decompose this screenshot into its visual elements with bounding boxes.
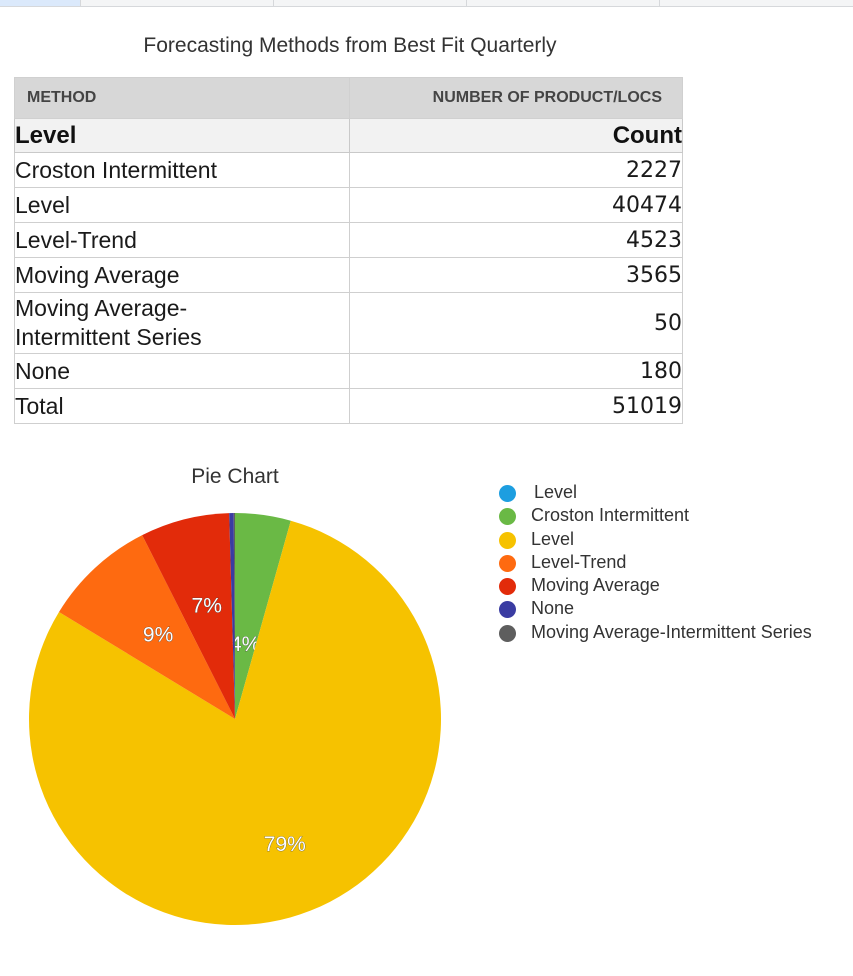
legend-label: Level-Trend xyxy=(531,551,627,572)
legend-swatch xyxy=(499,578,516,596)
pie-label: 9% xyxy=(143,623,173,646)
legend-swatch xyxy=(499,531,516,549)
page-title: Forecasting Methods from Best Fit Quarte… xyxy=(143,34,557,57)
pie-slice-croston-intermittent xyxy=(235,513,291,719)
legend-label: None xyxy=(531,598,575,619)
pie-slice-moving-average-intermittent-series xyxy=(233,513,235,719)
pie-label: 7% xyxy=(192,595,222,618)
legend-label: Croston Intermittent xyxy=(531,505,690,526)
legend-label: Moving Average-Intermittent Series xyxy=(531,621,812,642)
tab-strip xyxy=(0,0,853,7)
row-name-line-2: Intermittent Series xyxy=(15,324,202,350)
legend-swatch xyxy=(499,508,516,526)
pie-label: 79% xyxy=(264,833,306,856)
legend-swatch xyxy=(499,624,516,642)
table-row: Moving Average 3565 xyxy=(14,257,683,293)
total-value: 51019 xyxy=(349,388,683,424)
row-value: 2227 xyxy=(349,152,683,188)
table-row: Croston Intermittent 2227 xyxy=(14,152,683,188)
row-value: 40474 xyxy=(349,187,683,223)
legend-label: Level xyxy=(531,528,575,549)
legend-swatch xyxy=(499,485,516,502)
pie-slice-moving-average xyxy=(142,513,235,719)
tab[interactable] xyxy=(466,0,660,6)
row-name: None xyxy=(14,353,350,389)
header-method: METHOD xyxy=(14,77,350,119)
row-value: 50 xyxy=(349,292,683,354)
table-subheader-row: Level Count xyxy=(14,118,683,153)
table-row: Moving Average- Intermittent Series 50 xyxy=(14,292,683,354)
tab[interactable] xyxy=(273,0,467,6)
header-count: NUMBER OF PRODUCT/LOCS xyxy=(349,77,683,119)
total-label: Total xyxy=(14,388,350,424)
tab[interactable] xyxy=(80,0,274,6)
row-name: Moving Average xyxy=(14,257,350,293)
row-value: 3565 xyxy=(349,257,683,293)
tab-selected[interactable] xyxy=(0,0,81,6)
row-name: Level-Trend xyxy=(14,222,350,258)
data-table: METHOD NUMBER OF PRODUCT/LOCS Level Coun… xyxy=(14,77,683,424)
subheader-level: Level xyxy=(14,118,350,153)
row-name: Level xyxy=(14,187,350,223)
legend-label: Level xyxy=(534,482,578,502)
table-header-row: METHOD NUMBER OF PRODUCT/LOCS xyxy=(14,77,683,119)
row-value: 4523 xyxy=(349,222,683,258)
pie-slice-level-trend xyxy=(58,535,235,719)
table-total-row: Total 51019 xyxy=(14,388,683,424)
pie-slice-level xyxy=(28,520,441,925)
legend-swatch xyxy=(499,554,516,572)
pie-chart: 4% 79% 9% 7% xyxy=(28,513,441,925)
row-name-line-1: Moving Average- xyxy=(15,295,188,321)
table-row: Level 40474 xyxy=(14,187,683,223)
pie-slice-none xyxy=(229,513,235,719)
table-row: None 180 xyxy=(14,353,683,389)
subheader-count: Count xyxy=(349,118,683,153)
row-name: Croston Intermittent xyxy=(14,152,350,188)
legend-label: Moving Average xyxy=(531,575,660,596)
row-value: 180 xyxy=(349,353,683,389)
chart-title: Pie Chart xyxy=(191,465,279,488)
table-row: Level-Trend 4523 xyxy=(14,222,683,258)
pie-label: 4% xyxy=(230,633,260,656)
legend-swatch xyxy=(499,601,516,619)
row-name: Moving Average- Intermittent Series xyxy=(14,292,350,354)
